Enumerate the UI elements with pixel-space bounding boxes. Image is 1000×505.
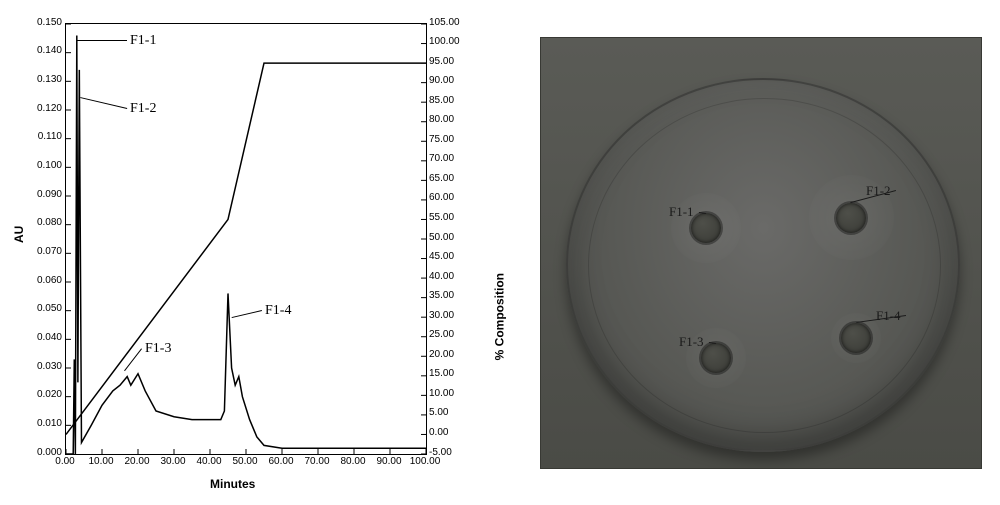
ytick-left: 0.140 xyxy=(12,45,62,56)
ytick-left: 0.090 xyxy=(12,189,62,200)
ytick-left: 0.060 xyxy=(12,275,62,286)
xtick: 60.00 xyxy=(261,456,301,467)
ytick-left: 0.150 xyxy=(12,17,62,28)
dish-label-F1-3: F1-3 xyxy=(679,334,704,350)
ytick-right: 30.00 xyxy=(429,310,479,321)
xtick: 50.00 xyxy=(225,456,265,467)
xtick: 10.00 xyxy=(81,456,121,467)
chromatogram-chart: AU % Composition Minutes 0.0000.0100.020… xyxy=(10,13,480,493)
xtick: 70.00 xyxy=(297,456,337,467)
ytick-right: 15.00 xyxy=(429,368,479,379)
ytick-right: 55.00 xyxy=(429,212,479,223)
dish-label-F1-1: F1-1 xyxy=(669,204,694,220)
xtick: 20.00 xyxy=(117,456,157,467)
petri-photo: F1-1F1-2F1-3F1-4 xyxy=(540,37,982,469)
peak-label-F1-4: F1-4 xyxy=(265,303,291,319)
chart-frame xyxy=(65,23,427,455)
ytick-right: 40.00 xyxy=(429,271,479,282)
peak-label-F1-3: F1-3 xyxy=(145,341,171,357)
ytick-right: 85.00 xyxy=(429,95,479,106)
xtick: 100.00 xyxy=(405,456,445,467)
ytick-right: 5.00 xyxy=(429,407,479,418)
ytick-left: 0.130 xyxy=(12,74,62,85)
well-F1-4 xyxy=(841,323,871,353)
ytick-right: 45.00 xyxy=(429,251,479,262)
ytick-left: 0.070 xyxy=(12,246,62,257)
xaxis-label: Minutes xyxy=(210,477,255,491)
ytick-right: 20.00 xyxy=(429,349,479,360)
ytick-left: 0.120 xyxy=(12,103,62,114)
ytick-left: 0.030 xyxy=(12,361,62,372)
ytick-right: 75.00 xyxy=(429,134,479,145)
ytick-left: 0.080 xyxy=(12,217,62,228)
ytick-right: 60.00 xyxy=(429,192,479,203)
ytick-right: 25.00 xyxy=(429,329,479,340)
ytick-left: 0.100 xyxy=(12,160,62,171)
ytick-right: 50.00 xyxy=(429,232,479,243)
xtick: 80.00 xyxy=(333,456,373,467)
ytick-left: 0.010 xyxy=(12,418,62,429)
ytick-right: 0.00 xyxy=(429,427,479,438)
petri-dish xyxy=(566,78,960,452)
peak-label-F1-1: F1-1 xyxy=(130,33,156,49)
ytick-right: 65.00 xyxy=(429,173,479,184)
ytick-right: 90.00 xyxy=(429,75,479,86)
ytick-right: 35.00 xyxy=(429,290,479,301)
ytick-right: 80.00 xyxy=(429,114,479,125)
ytick-left: 0.110 xyxy=(12,131,62,142)
well-F1-1 xyxy=(691,213,721,243)
peak-leader-F1-1 xyxy=(77,40,127,41)
ytick-left: 0.020 xyxy=(12,389,62,400)
peak-label-F1-2: F1-2 xyxy=(130,101,156,117)
ytick-right: 105.00 xyxy=(429,17,479,28)
ytick-left: 0.050 xyxy=(12,303,62,314)
ytick-right: 70.00 xyxy=(429,153,479,164)
well-F1-3 xyxy=(701,343,731,373)
ytick-right: 100.00 xyxy=(429,36,479,47)
ytick-right: 10.00 xyxy=(429,388,479,399)
xtick: 0.00 xyxy=(45,456,85,467)
ytick-left: 0.040 xyxy=(12,332,62,343)
yaxis-right-label: % Composition xyxy=(492,273,506,360)
well-F1-2 xyxy=(836,203,866,233)
ytick-right: 95.00 xyxy=(429,56,479,67)
xtick: 90.00 xyxy=(369,456,409,467)
xtick: 40.00 xyxy=(189,456,229,467)
xtick: 30.00 xyxy=(153,456,193,467)
figure-container: AU % Composition Minutes 0.0000.0100.020… xyxy=(0,0,1000,505)
chart-svg xyxy=(66,24,426,454)
